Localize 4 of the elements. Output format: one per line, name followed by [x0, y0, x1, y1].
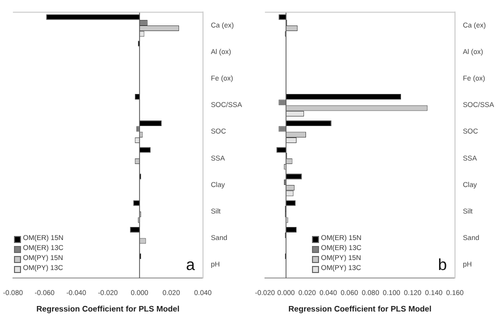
annotation: b: [438, 257, 447, 274]
annotation: a: [186, 257, 195, 274]
x-axis-title: Regression Coefficient for PLS Model: [288, 304, 432, 314]
x-axis-title: Regression Coefficient for PLS Model: [36, 304, 180, 314]
